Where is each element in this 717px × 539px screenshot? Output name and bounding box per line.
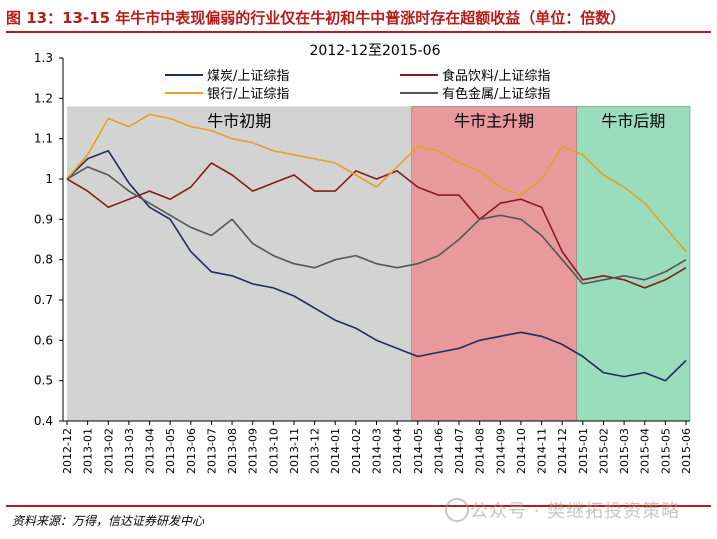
x-tick-label: 2015-03 (618, 428, 631, 474)
wechat-icon (445, 498, 469, 522)
x-tick-label: 2014-09 (494, 428, 507, 474)
series-line (66, 162, 687, 289)
series-line (66, 113, 687, 253)
x-tick-label: 2015-04 (639, 428, 652, 474)
phase-label: 牛市主升期 (454, 112, 534, 131)
legend-label: 有色金属/上证综指 (442, 86, 550, 102)
y-tick-label: 0.8 (34, 253, 53, 267)
x-tick-label: 2014-11 (536, 428, 549, 474)
y-tick-label: 1.2 (34, 91, 53, 105)
x-tick-label: 2014-07 (453, 428, 466, 474)
x-tick-label: 2014-12 (556, 428, 569, 474)
legend-label: 银行/上证综指 (207, 87, 289, 102)
x-tick-label: 2013-05 (164, 428, 177, 474)
x-tick-label: 2014-01 (329, 428, 342, 474)
phase-label: 牛市后期 (601, 112, 665, 131)
y-tick-label: 0.9 (34, 212, 53, 226)
y-tick-label: 0.4 (34, 414, 53, 428)
y-tick-label: 1 (45, 172, 53, 186)
x-tick-label: 2014-04 (391, 428, 404, 474)
x-tick-label: 2012-12 (61, 428, 74, 474)
phase-band (67, 106, 412, 422)
y-tick-label: 1.3 (34, 51, 53, 65)
legend-label: 煤炭/上证综指 (207, 69, 289, 84)
source-rule (6, 505, 711, 507)
x-tick-label: 2014-08 (474, 428, 487, 474)
legend-label: 食品饮料/上证综指 (442, 68, 550, 84)
x-tick-label: 2013-08 (226, 428, 239, 474)
phase-band (411, 106, 577, 422)
y-tick-label: 0.6 (34, 333, 53, 347)
x-tick-label: 2015-06 (680, 428, 693, 474)
x-tick-label: 2013-12 (309, 428, 322, 474)
series-line (66, 166, 687, 285)
x-tick-label: 2013-09 (247, 428, 260, 474)
phase-band (576, 106, 691, 422)
watermark: 公众号 · 樊继拓投资策略 (470, 501, 681, 522)
figure-title: 图 13：13-15 年牛市中表现偏弱的行业仅在牛初和牛中普涨时存在超额收益（单… (6, 9, 626, 27)
x-tick-label: 2013-06 (185, 428, 198, 474)
y-tick-label: 0.7 (34, 293, 53, 307)
source-note: 资料来源：万得，信达证券研发中心 (12, 514, 205, 528)
x-tick-label: 2015-01 (577, 428, 590, 474)
y-tick-label: 0.5 (34, 374, 53, 388)
chart-title: 2012-12至2015-06 (310, 43, 441, 59)
x-tick-label: 2013-04 (144, 428, 157, 474)
x-tick-label: 2013-10 (267, 428, 280, 474)
x-tick-label: 2015-05 (659, 428, 672, 474)
x-tick-label: 2014-06 (432, 428, 445, 474)
title-rule (6, 31, 711, 33)
x-tick-label: 2013-03 (123, 428, 136, 474)
phase-label: 牛市初期 (207, 112, 271, 131)
x-tick-label: 2013-07 (205, 428, 218, 474)
series-line (66, 150, 687, 382)
x-tick-label: 2014-03 (371, 428, 384, 474)
x-tick-label: 2013-11 (288, 428, 301, 474)
x-tick-label: 2015-02 (597, 428, 610, 474)
x-tick-label: 2014-10 (515, 428, 528, 474)
x-tick-label: 2014-05 (412, 428, 425, 474)
x-tick-label: 2013-02 (102, 428, 115, 474)
x-tick-label: 2013-01 (82, 428, 95, 474)
y-tick-label: 1.1 (34, 132, 53, 146)
x-tick-label: 2014-02 (350, 428, 363, 474)
